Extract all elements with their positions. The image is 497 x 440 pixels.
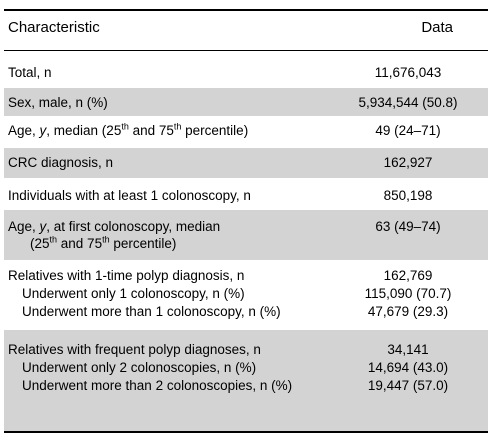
row-value: 11,676,043 — [374, 65, 442, 80]
row-label: Age, y, at first colonoscopy, median (25… — [8, 219, 221, 251]
row-label: Individuals with at least 1 colonoscopy,… — [8, 188, 251, 203]
header-data: Data — [421, 19, 453, 36]
table-row: Sex, male, n (%) 5,934,544 (50.8) — [4, 88, 488, 116]
row-sub-value: 47,679 (29.3) — [367, 304, 449, 319]
row-value: 63 (49–74) — [375, 219, 441, 234]
row-value: 34,141 — [387, 342, 429, 357]
row-label: CRC diagnosis, n — [8, 155, 114, 170]
table-row: Total, n 11,676,043 — [4, 60, 488, 88]
table-bottom-rule — [4, 431, 488, 433]
row-sub-value: 14,694 (43.0) — [367, 360, 449, 375]
row-sub-value: 19,447 (57.0) — [367, 378, 449, 393]
table-row: Age, y, median (25th and 75th percentile… — [4, 116, 488, 148]
table-row: Individuals with at least 1 colonoscopy,… — [4, 178, 488, 210]
row-value: 5,934,544 (50.8) — [358, 95, 458, 110]
header-characteristic: Characteristic — [8, 19, 100, 36]
row-value: 162,927 — [383, 155, 433, 170]
table-row: CRC diagnosis, n 162,927 — [4, 148, 488, 178]
table-row: Relatives with frequent polyp diagnoses,… — [4, 330, 488, 431]
table-row: Relatives with 1-time polyp diagnosis, n… — [4, 260, 488, 330]
header-rule — [4, 50, 488, 51]
table-row: Age, y, at first colonoscopy, median (25… — [4, 210, 488, 260]
row-label: Total, n — [8, 65, 52, 80]
table-top-rule — [4, 9, 488, 11]
row-value: 49 (24–71) — [375, 123, 441, 138]
row-sub-label: Underwent more than 1 colonoscopy, n (%) — [22, 304, 281, 319]
row-sub-label: Underwent only 1 colonoscopy, n (%) — [22, 286, 245, 301]
row-label: Relatives with 1-time polyp diagnosis, n — [8, 268, 245, 283]
row-label: Relatives with frequent polyp diagnoses,… — [8, 342, 261, 357]
row-value: 850,198 — [383, 188, 433, 203]
row-sub-value: 115,090 (70.7) — [364, 286, 452, 301]
row-label: Sex, male, n (%) — [8, 95, 108, 110]
row-label: Age, y, median (25th and 75th percentile… — [8, 121, 249, 138]
row-value: 162,769 — [383, 268, 433, 283]
row-sub-label: Underwent more than 2 colonoscopies, n (… — [22, 378, 293, 393]
row-sub-label: Underwent only 2 colonoscopies, n (%) — [22, 360, 257, 375]
